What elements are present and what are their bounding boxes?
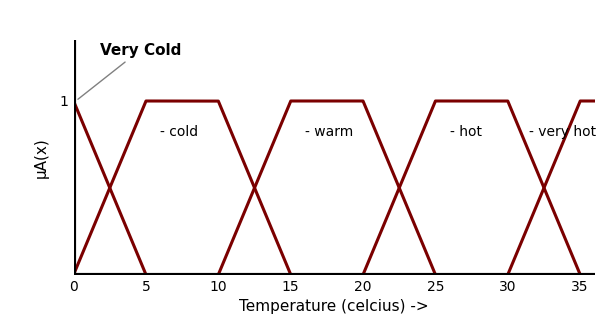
Text: - hot: - hot [450,125,482,139]
Text: - cold: - cold [161,125,199,139]
Text: - warm: - warm [305,125,353,139]
Text: Very Cold: Very Cold [78,43,181,99]
X-axis label: Temperature (celcius) ->: Temperature (celcius) -> [239,299,429,314]
Y-axis label: μA(x): μA(x) [34,137,48,178]
Text: - very hot: - very hot [530,125,596,139]
